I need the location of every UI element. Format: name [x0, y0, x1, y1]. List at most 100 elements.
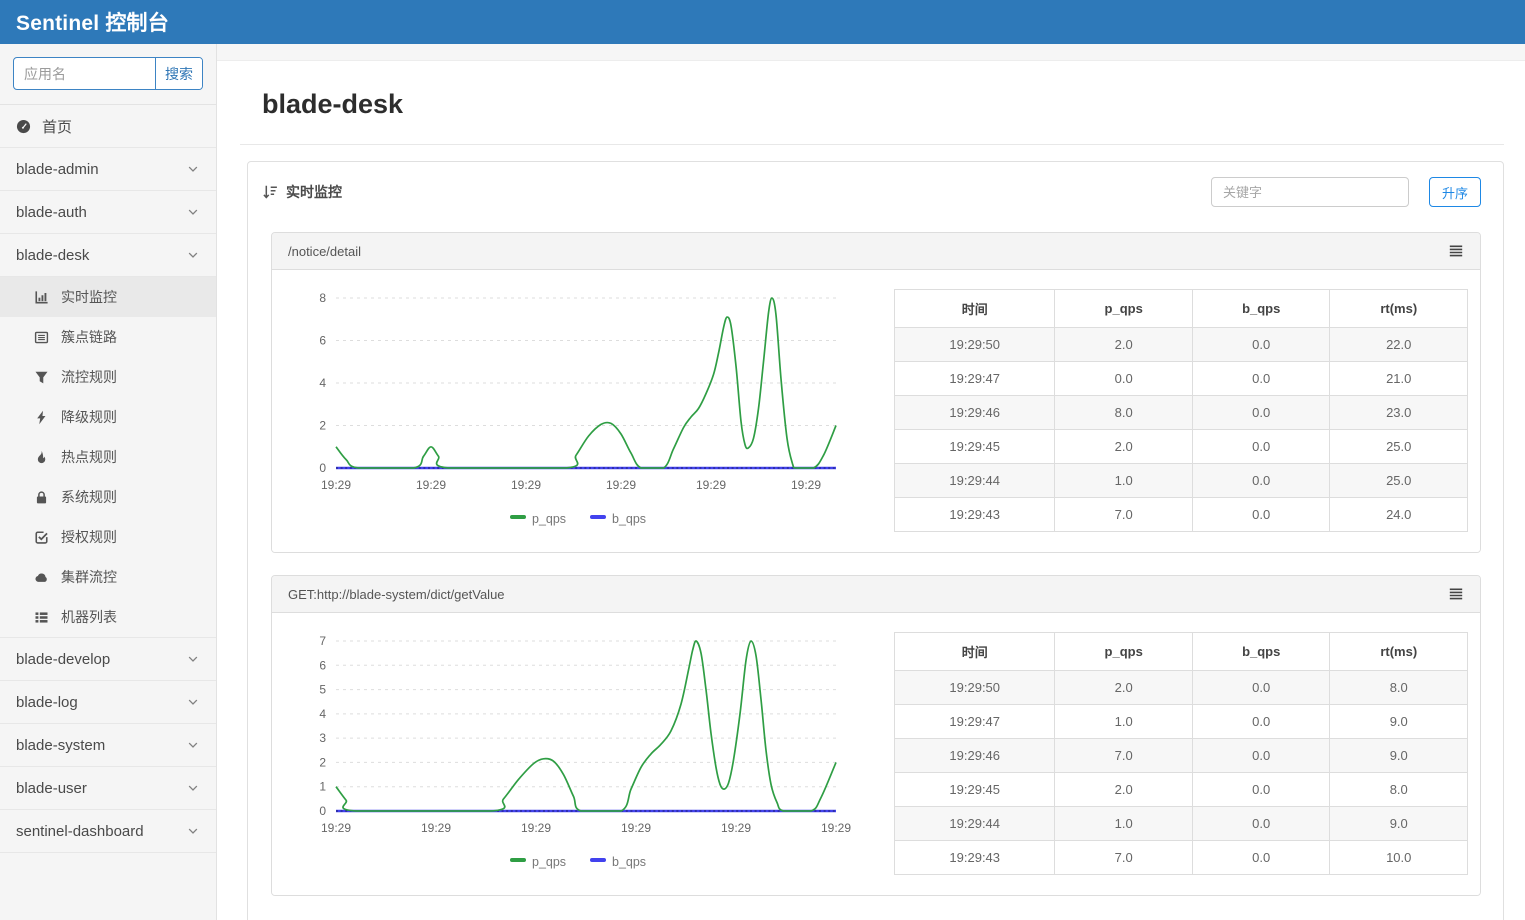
table-row: 19:29:44 1.0 0.0 25.0: [893, 463, 1468, 498]
sidebar-subitem-system-rules[interactable]: 系统规则: [0, 477, 216, 517]
x-tick-label: 19:29: [421, 821, 451, 835]
sidebar-subitem-cluster-link[interactable]: 簇点链路: [0, 317, 216, 357]
resource-panel-header: /notice/detail: [272, 233, 1480, 270]
resource-panel: GET:http://blade-system/dict/getValue 0 1 2…: [271, 575, 1481, 896]
sidebar-subitem-label: 簇点链路: [61, 329, 117, 345]
legend-swatch-b-qps: [590, 515, 606, 519]
table-cell: 19:29:50: [893, 327, 1056, 362]
legend-label-p-qps: p_qps: [532, 512, 566, 526]
sidebar-subitem-authority-rules[interactable]: 授权规则: [0, 517, 216, 557]
legend-swatch-b-qps: [590, 858, 606, 862]
table-cell: 0.0: [1191, 463, 1331, 498]
chevron-down-icon: [186, 162, 200, 176]
x-tick-label: 19:29: [511, 478, 541, 492]
table-header-cell: b_qps: [1191, 289, 1331, 328]
table-cell: 1.0: [1054, 806, 1193, 841]
sidebar-subitem-flow-rules[interactable]: 流控规则: [0, 357, 216, 397]
keyword-input[interactable]: [1211, 177, 1409, 207]
y-tick-label: 3: [319, 731, 326, 745]
sidebar-group-blade-system[interactable]: blade-system: [0, 724, 216, 767]
sidebar-search-area: 搜索: [0, 44, 216, 105]
table-cell: 19:29:45: [893, 429, 1056, 464]
sidebar-subitem-label: 系统规则: [61, 489, 117, 505]
table-header-cell: rt(ms): [1329, 289, 1468, 328]
y-tick-label: 6: [319, 658, 326, 672]
table-cell: 25.0: [1329, 463, 1468, 498]
legend-label-p-qps: p_qps: [532, 855, 566, 869]
sidebar-subitem-label: 机器列表: [61, 609, 117, 625]
table-cell: 19:29:46: [893, 395, 1056, 430]
sidebar-subitem-degrade-rules[interactable]: 降级规则: [0, 397, 216, 437]
sidebar-subitem-realtime-monitor[interactable]: 实时监控: [0, 277, 216, 317]
table-cell: 7.0: [1054, 738, 1193, 773]
table-cell: 1.0: [1054, 463, 1193, 498]
table-header-cell: 时间: [893, 632, 1056, 671]
sidebar-group-label: blade-develop: [16, 650, 111, 668]
y-tick-label: 4: [319, 707, 326, 721]
table-cell: 24.0: [1329, 497, 1468, 532]
sidebar-subitem-label: 集群流控: [61, 569, 117, 585]
page-title: blade-desk: [262, 89, 404, 119]
menu-icon[interactable]: [1448, 243, 1464, 259]
menu-icon[interactable]: [1448, 586, 1464, 602]
table-cell: 0.0: [1191, 497, 1331, 532]
sidebar-group-blade-admin[interactable]: blade-admin: [0, 148, 216, 191]
table-cell: 2.0: [1054, 327, 1193, 362]
main-content: blade-desk 实时监控 升序 /notice/detail0246819…: [217, 44, 1525, 920]
table-row: 19:29:50 2.0 0.0 22.0: [893, 327, 1468, 362]
sidebar-group-label: sentinel-dashboard: [16, 822, 144, 840]
chart-legend: p_qps b_qps: [510, 855, 646, 869]
sidebar-group-label: blade-desk: [16, 246, 90, 264]
table-cell: 9.0: [1329, 806, 1468, 841]
sort-order-button[interactable]: 升序: [1429, 177, 1481, 207]
sidebar-subitem-machine-list[interactable]: 机器列表: [0, 597, 216, 637]
sidebar-menu: 首页 blade-admin blade-auth blade-desk 实时监控簇点链…: [0, 105, 216, 853]
table-cell: 0.0: [1191, 704, 1331, 739]
qps-chart: 0 2 4 6 8 19:29 19:29 19:29 19:29 19:29 19:29 p_qps…: [319, 291, 837, 526]
sidebar-group-blade-develop[interactable]: blade-develop: [0, 638, 216, 681]
app-search-input[interactable]: [14, 58, 155, 89]
sidebar-subitem-cluster-flow[interactable]: 集群流控: [0, 557, 216, 597]
table-cell: 19:29:46: [893, 738, 1056, 773]
sidebar-group-blade-user[interactable]: blade-user: [0, 767, 216, 810]
page-title-divider: [240, 144, 1504, 145]
x-tick-label: 19:29: [721, 821, 751, 835]
sidebar-group-sentinel-dashboard[interactable]: sentinel-dashboard: [0, 810, 216, 853]
app-search-button[interactable]: 搜索: [155, 58, 202, 89]
table-cell: 19:29:44: [893, 806, 1056, 841]
table-header-row: 时间 p_qps b_qps rt(ms): [893, 632, 1468, 671]
content-top-strip: [217, 44, 1525, 61]
table-cell: 7.0: [1054, 840, 1193, 875]
y-tick-label: 2: [319, 419, 326, 433]
table-row: 19:29:45 2.0 0.0 8.0: [893, 772, 1468, 807]
realtime-monitor-card: 实时监控 升序 /notice/detail 0 2 4 6 8 19:29 19:29 19:…: [247, 161, 1504, 920]
table-row: 19:29:46 7.0 0.0 9.0: [893, 738, 1468, 773]
table-cell: 19:29:44: [893, 463, 1056, 498]
y-tick-label: 2: [319, 755, 326, 769]
sidebar-group-blade-log[interactable]: blade-log: [0, 681, 216, 724]
metrics-table: 时间 p_qps b_qps rt(ms) 19:29:50 2.0 0.0 22.0 19:2…: [893, 289, 1468, 532]
chevron-down-icon: [186, 248, 200, 262]
check-square-icon: [34, 530, 49, 545]
sidebar-item-label: 首页: [42, 118, 73, 136]
sidebar-subitem-label: 流控规则: [61, 369, 117, 385]
resource-panels: /notice/detail 0 2 4 6 8 19:29 19:29 19:29 19:29 1…: [248, 232, 1503, 896]
x-tick-label: 19:29: [416, 478, 446, 492]
p-qps-line: [335, 640, 837, 812]
sidebar-item-home[interactable]: 首页: [0, 105, 216, 148]
table-cell: 9.0: [1329, 738, 1468, 773]
sidebar-group-label: blade-log: [16, 693, 78, 711]
sidebar-group-blade-desk[interactable]: blade-desk: [0, 234, 216, 277]
sidebar-submenu-blade-desk: 实时监控簇点链路流控规则降级规则热点规则系统规则授权规则集群流控机器列表: [0, 277, 216, 638]
table-row: 19:29:46 8.0 0.0 23.0: [893, 395, 1468, 430]
table-cell: 0.0: [1191, 395, 1331, 430]
sidebar-subitem-label: 降级规则: [61, 409, 117, 425]
y-tick-label: 8: [319, 291, 326, 305]
table-row: 19:29:45 2.0 0.0 25.0: [893, 429, 1468, 464]
table-cell: 7.0: [1054, 497, 1193, 532]
sort-amount-icon: [262, 184, 278, 200]
sidebar-subitem-param-rules[interactable]: 热点规则: [0, 437, 216, 477]
table-header-cell: b_qps: [1191, 632, 1331, 671]
sidebar-group-blade-auth[interactable]: blade-auth: [0, 191, 216, 234]
table-cell: 19:29:43: [893, 840, 1056, 875]
